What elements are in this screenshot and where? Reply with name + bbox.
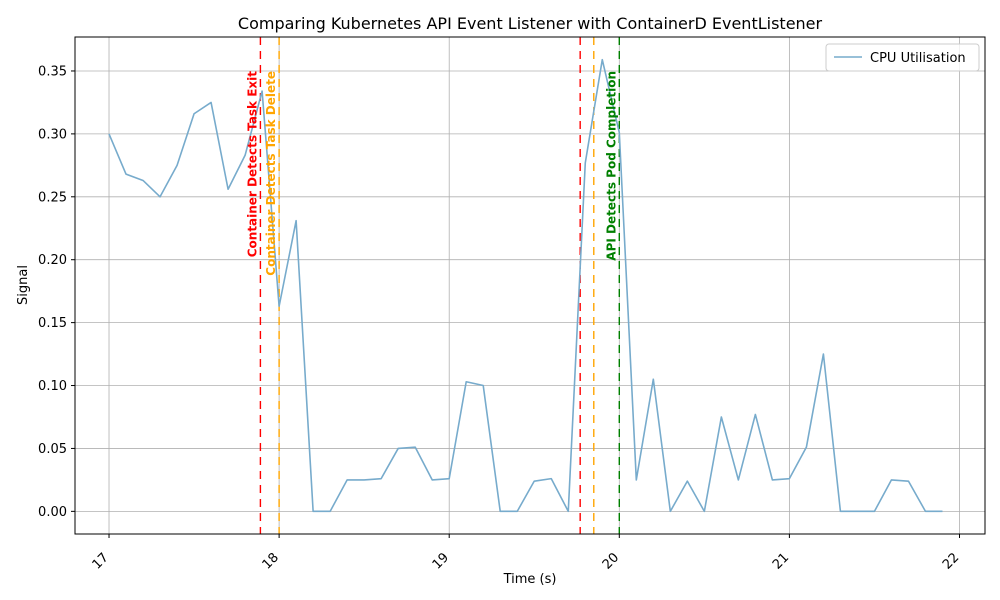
legend: CPU Utilisation <box>825 43 980 72</box>
x-axis-label: Time (s) <box>503 572 557 587</box>
legend-label-cpu: CPU Utilisation <box>870 51 966 66</box>
y-axis-label: Signal <box>16 265 31 305</box>
y-tick-label: 0.35 <box>38 64 67 79</box>
grid-lines <box>75 37 985 534</box>
y-tick-label: 0.10 <box>38 379 67 394</box>
y-tick-label: 0.00 <box>38 505 67 520</box>
event-labels: Container Detects Task Exit Container Det… <box>245 71 618 276</box>
series-lines <box>108 58 943 513</box>
event-label: Container Detects Task Delete <box>264 71 278 276</box>
y-axis-ticks: 0.00 0.05 0.10 0.15 0.20 0.25 0.30 0.35 <box>38 64 75 520</box>
chart-title: Comparing Kubernetes API Event Listener … <box>238 14 823 33</box>
plot-frame <box>74 36 986 535</box>
y-tick-label: 0.05 <box>38 442 67 457</box>
y-tick-label: 0.30 <box>38 127 67 142</box>
event-label: API Detects Pod Completion <box>604 71 618 261</box>
y-tick-label: 0.15 <box>38 316 67 331</box>
legend-box <box>825 43 980 72</box>
series-line-cpu-utilisation <box>108 58 943 513</box>
y-tick-label: 0.20 <box>38 253 67 268</box>
event-label: Container Detects Task Exit <box>245 71 259 258</box>
y-tick-label: 0.25 <box>38 190 67 205</box>
